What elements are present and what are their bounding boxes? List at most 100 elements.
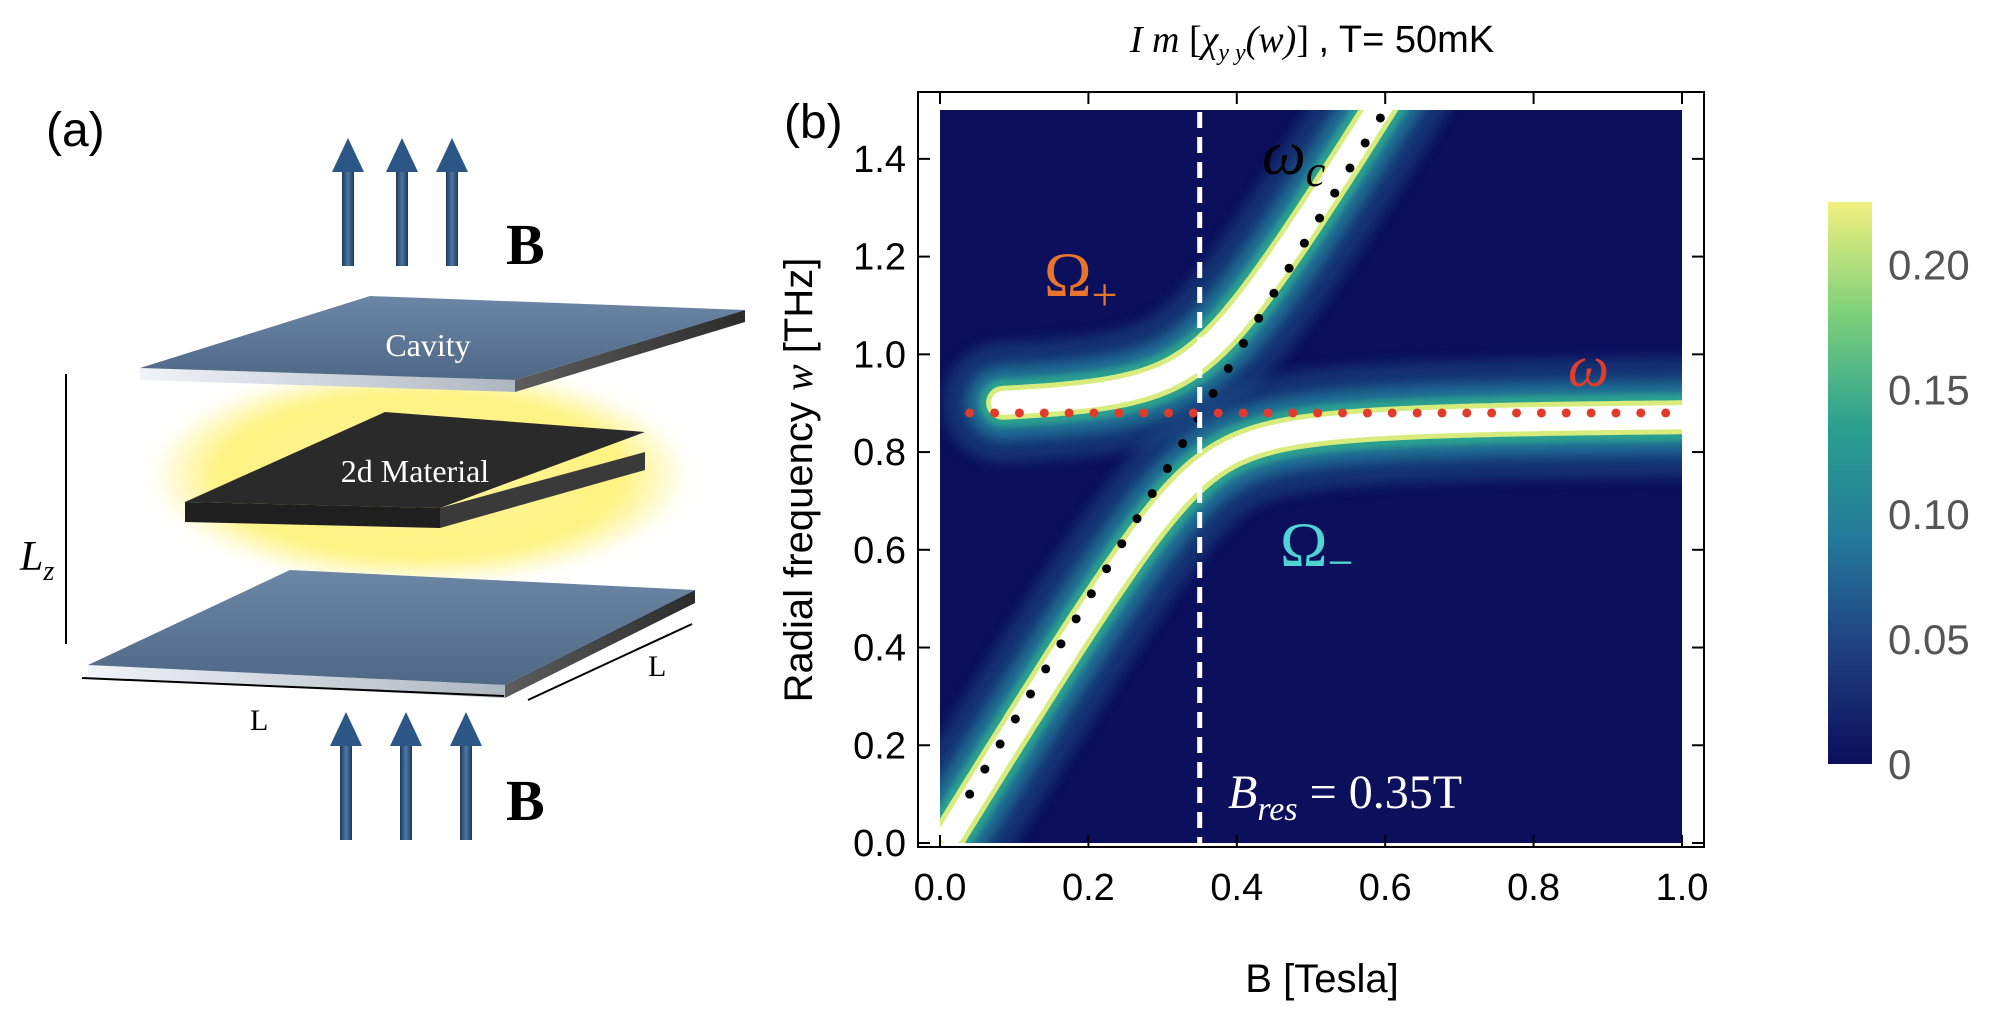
material-slab — [185, 412, 645, 528]
cyclotron-dot — [1026, 689, 1036, 699]
cavity-dot — [1238, 408, 1248, 418]
y-tick-label: 0.2 — [853, 725, 906, 767]
colorbar — [1828, 202, 1872, 764]
y-tick-label: 0.0 — [853, 823, 906, 865]
x-tick-label: 1.0 — [1656, 867, 1709, 909]
cyclotron-dot — [1375, 113, 1385, 123]
bottom-field-label: B — [506, 768, 545, 833]
cyclotron-dot — [1238, 338, 1248, 348]
cavity-dot — [1611, 408, 1621, 418]
cavity-dot — [1512, 408, 1522, 418]
cavity-bottom-plate — [88, 570, 695, 698]
panel-b-label: (b) — [784, 96, 843, 149]
cyclotron-dot — [1299, 238, 1309, 248]
x-tick-label: 0.4 — [1210, 867, 1263, 909]
panel-a-label: (a) — [46, 104, 105, 157]
cyclotron-dot — [1010, 714, 1020, 724]
cavity-dot — [1213, 408, 1223, 418]
cavity-dot — [1139, 408, 1149, 418]
upper-polariton-band — [991, 110, 1393, 415]
bottom-field-arrows — [330, 712, 482, 840]
panel-a: (a) B Cavity — [19, 104, 745, 840]
panel-b: (b) I m [χy y(w)] , T= 50mK 0.0 0.2 0.4 0.6… — [776, 19, 1970, 1001]
cyclotron-dot — [995, 739, 1005, 749]
y-tick-label: 1.4 — [853, 139, 906, 181]
colorbar-tick-label: 0 — [1888, 741, 1911, 788]
y-tick-label: 1.0 — [853, 334, 906, 376]
cavity-dot — [1064, 408, 1074, 418]
arrow-up-icon — [386, 138, 418, 266]
cyclotron-dot — [1254, 313, 1264, 323]
cavity-dot — [1263, 408, 1273, 418]
y-tick-label: 0.4 — [853, 628, 906, 670]
cyclotron-dot — [1330, 188, 1340, 198]
plot-frame — [917, 91, 1705, 848]
cyclotron-dot — [965, 789, 975, 799]
top-field-label: B — [506, 212, 545, 277]
cavity-dot — [1039, 408, 1049, 418]
cyclotron-dot — [1102, 564, 1112, 574]
omega-plus-annotation: Ω+ — [1044, 239, 1118, 320]
cyclotron-dot — [1071, 614, 1081, 624]
heatmap-bands — [940, 110, 1682, 843]
cyclotron-dot — [1178, 439, 1188, 449]
x-tick-label: 0.2 — [1062, 867, 1115, 909]
x-tick-label: 0.6 — [1359, 867, 1412, 909]
cyclotron-dot — [1284, 263, 1294, 273]
cavity-dot — [1387, 408, 1397, 418]
cavity-dot — [1412, 408, 1422, 418]
x-axis-label: B [Tesla] — [1245, 957, 1398, 1001]
material-label: 2d Material — [341, 453, 490, 489]
cyclotron-dot — [1147, 489, 1157, 499]
cyclotron-dot — [1041, 664, 1051, 674]
depth-label: L — [648, 650, 666, 683]
cavity-dot — [1487, 408, 1497, 418]
x-tick-label: 0.8 — [1507, 867, 1560, 909]
depth-dimension-line — [527, 623, 693, 701]
cyclotron-dot — [1345, 163, 1355, 173]
x-tick-label: 0.0 — [914, 867, 967, 909]
cavity-dot — [965, 408, 975, 418]
omega-cavity-annotation: ω — [1568, 334, 1609, 399]
b-res-annotation: Bres = 0.35T — [1228, 766, 1462, 828]
top-field-arrows — [332, 138, 468, 266]
arrow-up-icon — [450, 712, 482, 840]
cavity-top-plate — [140, 296, 745, 392]
cavity-dot — [1014, 408, 1024, 418]
width-label: L — [250, 704, 268, 737]
cavity-dot — [1188, 408, 1198, 418]
cavity-dot — [1338, 408, 1348, 418]
cavity-dot — [1586, 408, 1596, 418]
arrow-up-icon — [332, 138, 364, 266]
arrow-up-icon — [436, 138, 468, 266]
y-tick-label: 0.6 — [853, 530, 906, 572]
colorbar-tick-label: 0.20 — [1888, 241, 1970, 288]
colorbar-tick-label: 0.05 — [1888, 616, 1970, 663]
cyclotron-dot — [1360, 138, 1370, 148]
omega-minus-annotation: Ω− — [1280, 509, 1354, 588]
cyclotron-dot — [1269, 288, 1279, 298]
cyclotron-dot — [1117, 539, 1127, 549]
cavity-dot — [1437, 408, 1447, 418]
omega-c-annotation: ωc — [1262, 120, 1326, 196]
width-dimension-line — [81, 677, 505, 697]
cyclotron-dot — [1132, 514, 1142, 524]
cyclotron-dot — [1056, 639, 1066, 649]
colorbar-tick-label: 0.10 — [1888, 491, 1970, 538]
cavity-dot — [1164, 408, 1174, 418]
plot-title: I m [χy y(w)] , T= 50mK — [1129, 19, 1494, 66]
y-axis-label: Radial frequency w [THz] — [776, 258, 821, 703]
cavity-dot — [1288, 408, 1298, 418]
height-symbol: Lz — [19, 534, 54, 587]
y-tick-label: 1.2 — [853, 237, 906, 279]
cyclotron-dot — [980, 764, 990, 774]
cavity-dot — [1462, 408, 1472, 418]
arrow-up-icon — [390, 712, 422, 840]
arrow-up-icon — [330, 712, 362, 840]
cyclotron-dot — [1162, 464, 1172, 474]
cavity-dot — [1661, 408, 1671, 418]
cavity-dot — [1313, 408, 1323, 418]
cavity-dot — [1536, 408, 1546, 418]
y-tick-label: 0.8 — [853, 432, 906, 474]
